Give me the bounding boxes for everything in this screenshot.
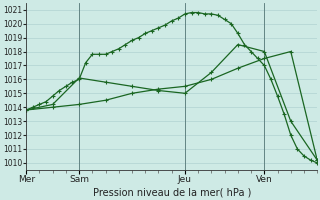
X-axis label: Pression niveau de la mer( hPa ): Pression niveau de la mer( hPa ) <box>92 187 251 197</box>
